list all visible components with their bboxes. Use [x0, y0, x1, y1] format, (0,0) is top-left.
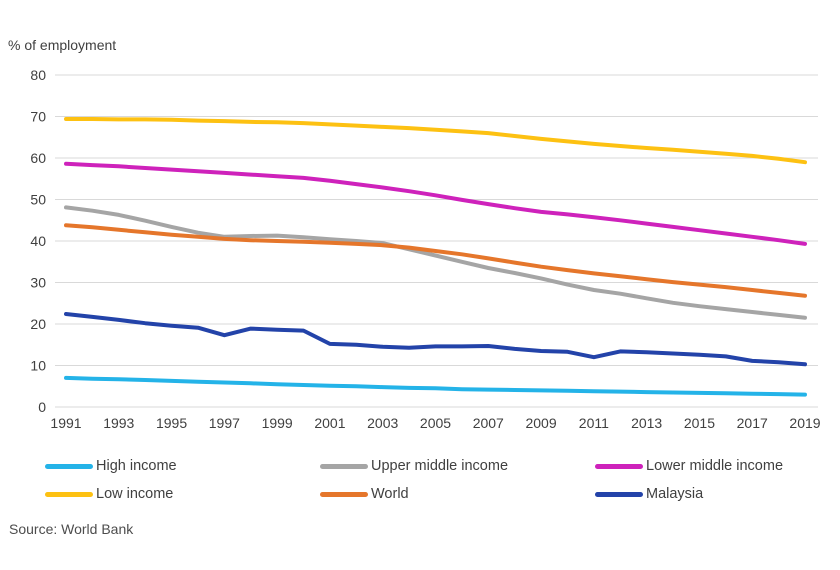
legend-label: Malaysia — [646, 486, 704, 502]
legend-swatch-low-income — [45, 491, 93, 497]
x-tick-label: 1993 — [103, 415, 134, 431]
x-tick-label: 1997 — [209, 415, 240, 431]
employment-line-chart: 0 10 20 30 40 50 60 70 80 1991 1993 1995 1997 1999 200… — [30, 67, 820, 431]
legend-label: World — [371, 486, 409, 502]
legend-item-world: World — [320, 486, 595, 502]
legend-label: Lower middle income — [646, 458, 784, 474]
x-tick-label: 2015 — [684, 415, 715, 431]
y-tick-label: 70 — [30, 109, 46, 125]
legend-item-low-income: Low income — [45, 486, 320, 502]
legend-label: High income — [96, 458, 177, 474]
x-tick-label: 2017 — [737, 415, 768, 431]
legend-item-lower-middle-income: Lower middle income — [595, 458, 825, 474]
x-tick-label: 1995 — [156, 415, 187, 431]
x-tick-label: 2011 — [579, 415, 609, 431]
x-tick-label: 2001 — [314, 415, 345, 431]
legend-swatch-world — [320, 491, 368, 497]
line-high-income — [64, 375, 807, 397]
chart-legend: High income Upper middle income Lower midd… — [45, 452, 825, 508]
y-tick-label: 40 — [30, 233, 46, 249]
x-tick-label: 2005 — [420, 415, 451, 431]
source-note: Source: World Bank — [9, 521, 134, 537]
legend-item-malaysia: Malaysia — [595, 486, 825, 502]
line-upper-middle-income — [64, 205, 807, 320]
x-tick-label: 2003 — [367, 415, 398, 431]
legend-swatch-upper-middle-income — [320, 463, 368, 469]
legend-label: Low income — [96, 486, 174, 502]
x-tick-label: 2009 — [525, 415, 556, 431]
y-axis-title: % of employment — [8, 37, 117, 53]
x-tick-label: 2013 — [631, 415, 662, 431]
legend-label: Upper middle income — [371, 458, 509, 474]
y-tick-label: 80 — [30, 67, 46, 83]
legend-item-upper-middle-income: Upper middle income — [320, 458, 595, 474]
x-tick-label: 2007 — [473, 415, 504, 431]
y-tick-label: 20 — [30, 316, 46, 332]
y-tick-label: 60 — [30, 150, 46, 166]
x-tick-label: 1999 — [262, 415, 293, 431]
legend-item-high-income: High income — [45, 458, 320, 474]
x-tick-label: 2019 — [789, 415, 820, 431]
y-tick-label: 0 — [38, 399, 46, 415]
x-tick-label: 1991 — [50, 415, 81, 431]
line-low-income — [64, 117, 807, 165]
y-tick-label: 30 — [30, 275, 46, 291]
legend-swatch-lower-middle-income — [595, 463, 643, 469]
line-malaysia — [64, 312, 807, 367]
legend-swatch-high-income — [45, 463, 93, 469]
y-tick-label: 50 — [30, 192, 46, 208]
legend-swatch-malaysia — [595, 491, 643, 497]
line-lower-middle-income — [64, 161, 807, 246]
line-world — [64, 223, 807, 298]
y-tick-label: 10 — [30, 358, 46, 374]
